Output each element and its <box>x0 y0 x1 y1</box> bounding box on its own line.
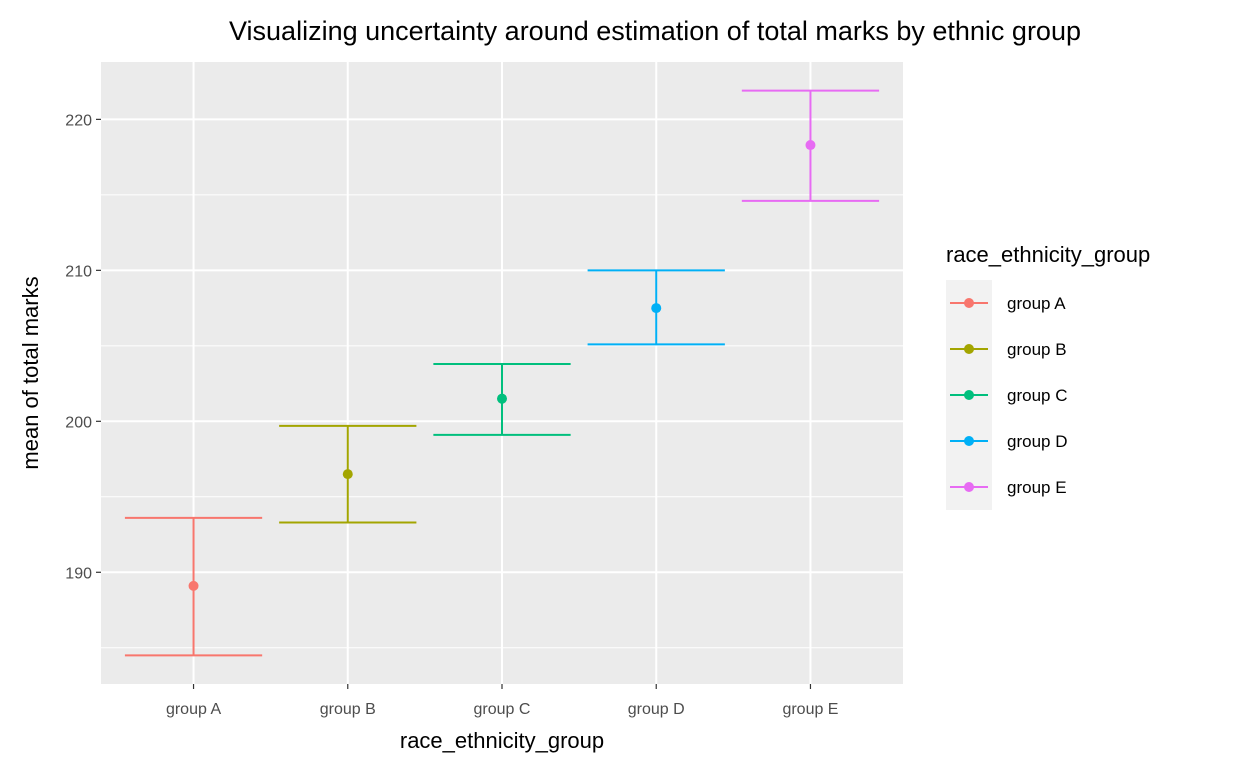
y-tick-label: 200 <box>65 414 92 431</box>
legend-label: group B <box>1007 340 1067 359</box>
legend-label: group A <box>1007 294 1066 313</box>
chart-title: Visualizing uncertainty around estimatio… <box>229 16 1081 46</box>
legend-key-point <box>964 344 974 354</box>
legend-label: group C <box>1007 386 1067 405</box>
legend-key-point <box>964 298 974 308</box>
mean-point <box>342 469 353 480</box>
x-tick-label: group B <box>320 701 376 718</box>
legend-title: race_ethnicity_group <box>946 242 1150 267</box>
legend-key-point <box>964 482 974 492</box>
error-bar-group-A <box>124 516 263 657</box>
y-tick-label: 210 <box>65 263 92 280</box>
x-axis-ticks: group A group B group C group D group E <box>166 684 838 718</box>
error-bars <box>124 89 880 657</box>
x-tick-label: group D <box>628 701 685 718</box>
error-bar-group-E <box>741 89 880 202</box>
error-bar-group-D <box>587 269 725 346</box>
x-tick-label: group C <box>474 701 531 718</box>
y-tick-label: 190 <box>65 565 92 582</box>
mean-point <box>188 580 199 591</box>
x-tick-label: group E <box>782 701 838 718</box>
mean-point <box>651 303 662 314</box>
error-bar-group-C <box>433 362 571 436</box>
mean-point <box>805 140 816 151</box>
x-tick-label: group A <box>166 701 221 718</box>
legend-key-point <box>964 436 974 446</box>
legend-key-point <box>964 390 974 400</box>
y-axis-title: mean of total marks <box>18 276 43 469</box>
mean-point <box>497 393 507 404</box>
legend-label: group D <box>1007 432 1067 451</box>
error-bar-group-B <box>279 424 417 524</box>
x-axis-title: race_ethnicity_group <box>400 728 604 753</box>
y-axis-ticks: 190 200 210 220 <box>65 112 101 582</box>
y-tick-label: 220 <box>65 112 92 129</box>
legend-label: group E <box>1007 478 1067 497</box>
legend: group A group B group C group D group E <box>946 280 1067 510</box>
